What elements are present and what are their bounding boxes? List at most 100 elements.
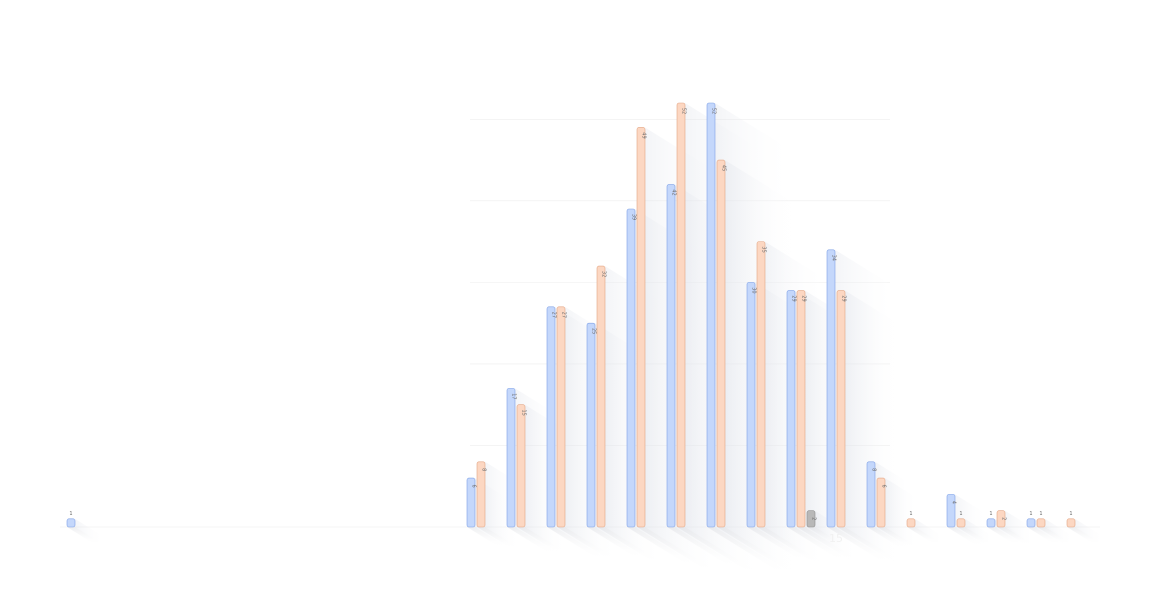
x-tick-label: 15	[829, 532, 843, 545]
bar-floor-shadow	[877, 527, 919, 548]
bar	[676, 102, 686, 528]
bar	[1026, 518, 1036, 528]
bar	[546, 306, 556, 528]
bar	[586, 322, 596, 528]
bar	[466, 477, 476, 528]
bar-floor-shadow	[477, 527, 521, 550]
bar-floor-shadow	[597, 527, 665, 564]
bar-floor-shadow	[677, 527, 764, 576]
bar-floor-shadow	[757, 527, 828, 566]
bar-floor-shadow	[837, 527, 902, 562]
bar	[716, 159, 726, 528]
bar-floor-shadow	[907, 527, 944, 545]
value-label: 52	[711, 108, 717, 114]
bar-floor-shadow	[547, 527, 610, 561]
tick-labels: 15	[829, 532, 843, 545]
bar-floor-shadow	[507, 527, 560, 555]
bar	[986, 518, 996, 528]
bar-shadow	[915, 518, 944, 545]
value-label: 2	[1001, 517, 1007, 520]
bar	[626, 208, 636, 528]
bar-shadow	[965, 518, 994, 545]
value-label: 49	[641, 132, 647, 138]
bar-shadow	[75, 518, 104, 545]
bar-floor-shadow	[827, 527, 897, 565]
value-label: 1	[1069, 511, 1072, 517]
bar	[806, 510, 816, 528]
bar	[476, 461, 486, 528]
bar-floor-shadow	[637, 527, 721, 575]
bar-shadow	[1005, 510, 1035, 546]
value-label: 6	[881, 484, 887, 487]
value-label: 34	[831, 255, 837, 261]
bar-floor-shadow	[1067, 527, 1104, 545]
value-label: 17	[511, 393, 517, 399]
bar	[66, 518, 76, 528]
bar	[956, 518, 966, 528]
value-label: 29	[841, 295, 847, 301]
bar	[516, 404, 526, 528]
bar-floor-shadow	[667, 527, 745, 570]
bar	[556, 306, 566, 528]
value-label: 6	[471, 484, 477, 487]
bar-floor-shadow	[1037, 527, 1074, 545]
bar	[746, 282, 756, 528]
bar-floor-shadow	[467, 527, 509, 548]
value-label: 35	[761, 246, 767, 252]
bar-floor-shadow	[807, 527, 845, 546]
bar-floor-shadow	[707, 527, 794, 576]
bar-floor-shadow	[747, 527, 813, 563]
value-label: 1	[1039, 511, 1042, 517]
bar-shadow	[885, 478, 919, 548]
bar	[876, 477, 886, 528]
value-label: 1	[1029, 511, 1032, 517]
bar-floor-shadow	[947, 527, 987, 547]
bar	[866, 461, 876, 528]
bar-shadow	[1045, 518, 1074, 545]
value-label: 8	[871, 468, 877, 471]
bar-floor-shadow	[557, 527, 620, 561]
bar	[996, 510, 1006, 528]
value-label: 32	[601, 271, 607, 277]
bar	[506, 388, 516, 528]
bar-shadow	[1075, 518, 1104, 545]
value-label: 1	[909, 511, 912, 517]
value-label: 45	[721, 165, 727, 171]
bar	[786, 290, 796, 528]
value-label: 29	[791, 295, 797, 301]
bar	[906, 518, 916, 528]
bar-floor-shadow	[517, 527, 568, 554]
value-label: 25	[591, 328, 597, 334]
bar	[946, 494, 956, 528]
bar	[1066, 518, 1076, 528]
value-label: 27	[551, 312, 557, 318]
bar-floor-shadow	[587, 527, 648, 560]
value-label: 30	[751, 287, 757, 293]
bar	[596, 265, 606, 528]
value-label: 2	[811, 517, 817, 520]
bar	[826, 249, 836, 528]
value-label: 1	[959, 511, 962, 517]
bar-floor-shadow	[867, 527, 911, 550]
bar	[666, 184, 676, 528]
bar-floor-shadow	[997, 527, 1035, 546]
bar	[1036, 518, 1046, 528]
value-label: 39	[631, 214, 637, 220]
value-label: 4	[951, 501, 957, 504]
value-label: 52	[681, 108, 687, 114]
value-label: 15	[521, 410, 527, 416]
bar	[706, 102, 716, 528]
bar	[796, 290, 806, 528]
value-label: 1	[69, 511, 72, 517]
bar-floor-shadow	[1027, 527, 1064, 545]
value-label: 42	[671, 189, 677, 195]
bar-floor-shadow	[957, 527, 994, 545]
bar-floor-shadow	[787, 527, 852, 562]
value-label: 27	[561, 312, 567, 318]
value-label: 8	[481, 468, 487, 471]
value-label: 29	[801, 295, 807, 301]
value-label: 1	[989, 511, 992, 517]
bars	[66, 102, 1076, 528]
